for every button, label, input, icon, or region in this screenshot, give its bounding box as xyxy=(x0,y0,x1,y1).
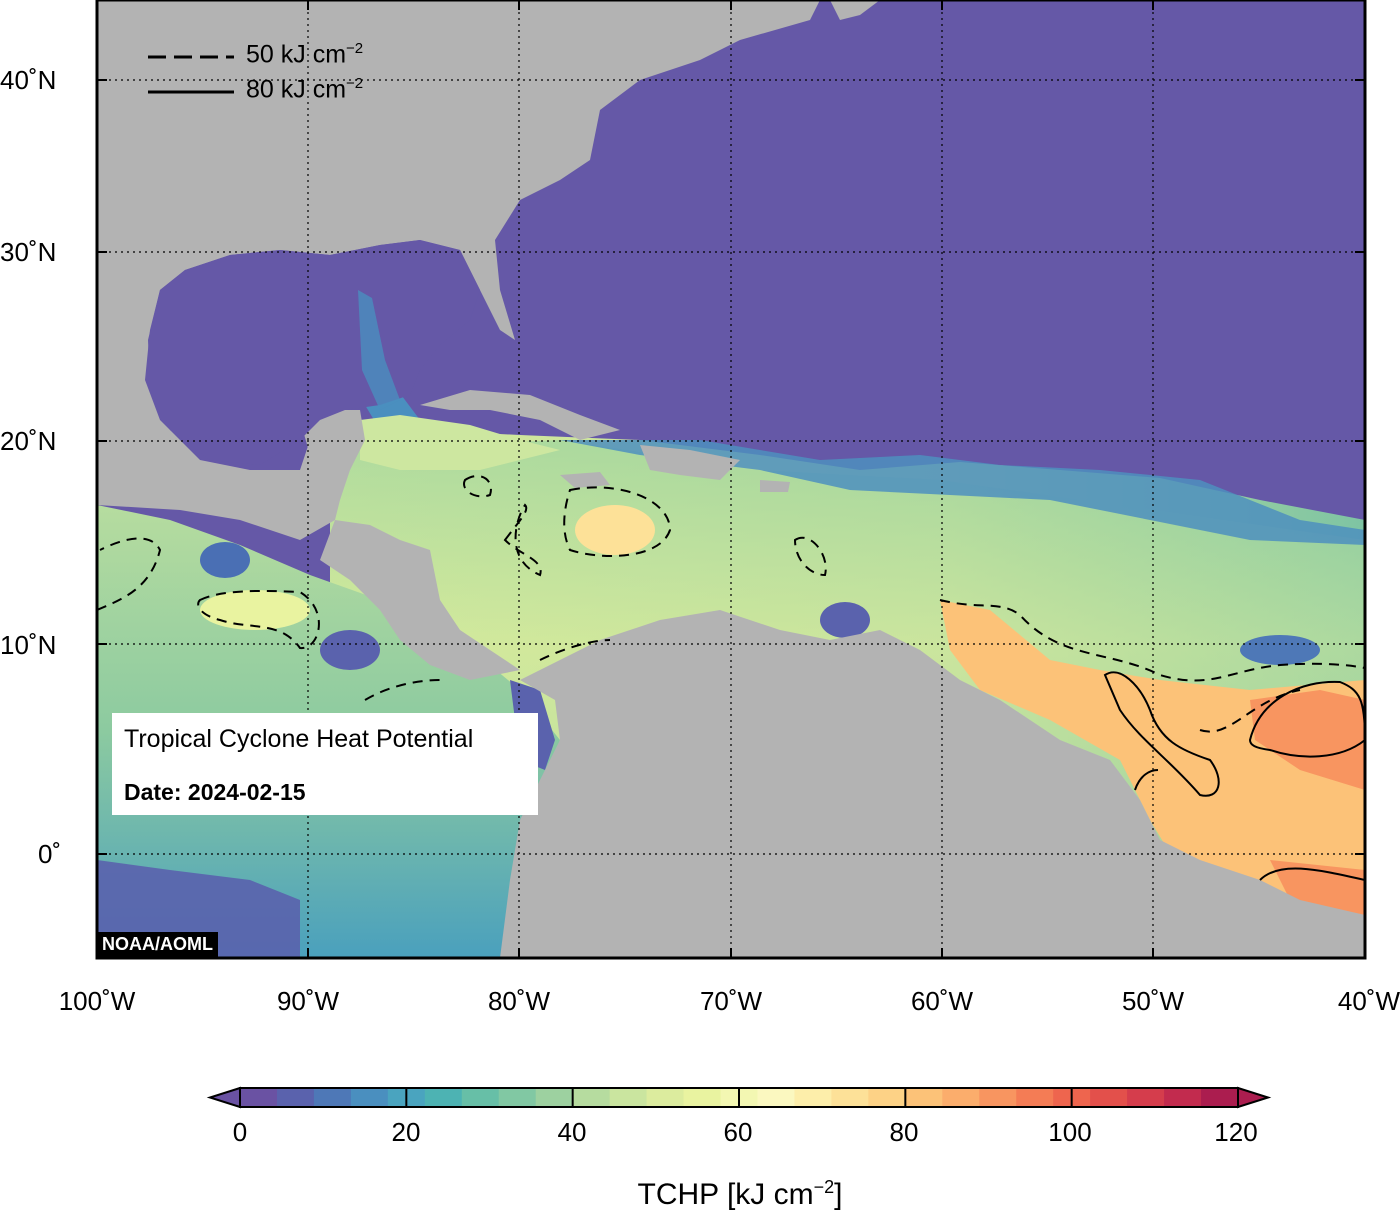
lon-label-80w: 80˚W xyxy=(487,986,551,1016)
land xyxy=(97,0,1365,958)
colorbar-bin xyxy=(868,1088,906,1107)
yucatan-warm-patch xyxy=(360,415,560,470)
gulf-loop-blue xyxy=(358,290,400,410)
lat-label-20n: 20˚N xyxy=(0,426,57,456)
title-box: Tropical Cyclone Heat Potential Date: 20… xyxy=(112,713,538,815)
colorbar-bin xyxy=(350,1088,389,1107)
colorbar-bin xyxy=(794,1088,832,1107)
lon-label-40w: 40˚W xyxy=(1337,986,1400,1016)
amazon-hot-core xyxy=(1270,860,1365,915)
cb-tick-20: 20 xyxy=(391,1117,421,1147)
land-puerto-rico xyxy=(760,480,790,492)
land-south-america xyxy=(500,610,1365,958)
axis-ticks xyxy=(97,0,1365,958)
colorbar-bin xyxy=(276,1088,315,1107)
colorbar xyxy=(206,1086,1272,1109)
colorbar-bin xyxy=(905,1088,943,1107)
contours xyxy=(97,475,1365,881)
colorbar-bin xyxy=(424,1088,463,1107)
cb-tick-120: 120 xyxy=(1214,1117,1258,1147)
legend-label-80: 80 kJ cm−2 xyxy=(246,75,364,104)
map-title: Tropical Cyclone Heat Potential xyxy=(124,725,474,753)
lon-label-60w: 60˚W xyxy=(910,986,974,1016)
lon-label-90w: 90˚W xyxy=(276,986,340,1016)
colorbar-bin xyxy=(1164,1088,1202,1107)
colorbar-bin xyxy=(461,1088,500,1107)
colorbar-bin xyxy=(1127,1088,1165,1107)
pacific-light-spot xyxy=(200,590,310,630)
land-hispaniola xyxy=(640,445,740,480)
colorbar-bin xyxy=(572,1088,611,1107)
cb-tick-40: 40 xyxy=(557,1117,587,1147)
colorbar-bin xyxy=(1090,1088,1128,1107)
lon-label-100w: 100˚W xyxy=(58,986,136,1016)
colorbar-bin xyxy=(240,1088,278,1107)
cb-tick-100: 100 xyxy=(1048,1117,1092,1147)
colorbar-bin xyxy=(535,1088,574,1107)
contour-80-solid xyxy=(1103,671,1220,797)
gulf-of-mexico xyxy=(148,240,480,465)
atlantic-transition-zone xyxy=(560,440,1365,545)
east-caribbean-dark-spot xyxy=(820,602,870,638)
cb-tick-60: 60 xyxy=(723,1117,753,1147)
contour-50-dashed-3 xyxy=(97,537,162,611)
lat-label-10n: 10˚N xyxy=(0,630,57,660)
lat-label-30n: 30˚N xyxy=(0,237,57,267)
colorbar-bin xyxy=(646,1088,685,1107)
pacific-dark-spot-1 xyxy=(320,630,380,670)
land-nova-scotia xyxy=(830,0,880,20)
colorbar-bin xyxy=(609,1088,648,1107)
contour-50-dashed-10 xyxy=(539,639,611,661)
land-cuba xyxy=(420,390,620,440)
lat-label-40n: 40˚N xyxy=(0,65,57,95)
colorbar-bin xyxy=(1016,1088,1054,1107)
contour-50-dashed xyxy=(939,599,1365,682)
lat-label-0: 0˚ xyxy=(38,839,62,869)
land-north-america xyxy=(97,0,820,540)
map-date: Date: 2024-02-15 xyxy=(124,779,306,805)
lon-label-70w: 70˚W xyxy=(699,986,763,1016)
colorbar-bin xyxy=(831,1088,869,1107)
east-atl-blue-spot xyxy=(1240,635,1320,665)
colorbar-max-arrow xyxy=(1237,1086,1272,1109)
colorbar-min-arrow xyxy=(206,1086,241,1109)
colorbar-bin xyxy=(683,1088,722,1107)
cb-tick-0: 0 xyxy=(232,1117,248,1147)
caribbean-warm-spot xyxy=(575,505,655,555)
colorbar-bin xyxy=(757,1088,795,1107)
contour-50-dashed-7 xyxy=(793,536,827,577)
guiana-hot-core xyxy=(1250,690,1365,790)
colorbar-bin xyxy=(1201,1088,1239,1107)
colorbar-bin xyxy=(498,1088,537,1107)
legend-label-50: 50 kJ cm−2 xyxy=(246,40,364,69)
credit-badge: NOAA/AOML xyxy=(97,932,218,957)
contour-50-dashed-4 xyxy=(197,589,320,650)
colorbar-bin xyxy=(313,1088,352,1107)
contour-50-dashed-8 xyxy=(463,475,492,498)
land-jamaica xyxy=(560,472,610,488)
land-central-america xyxy=(320,520,520,680)
pacific-dark-spot-2 xyxy=(200,542,250,578)
cb-tick-80: 80 xyxy=(889,1117,919,1147)
colorbar-bin xyxy=(979,1088,1017,1107)
lon-label-50w: 50˚W xyxy=(1121,986,1185,1016)
colorbar-label: TCHP [kJ cm−2] xyxy=(637,1177,843,1211)
colorbar-bin xyxy=(942,1088,980,1107)
contour-80-solid-3 xyxy=(1259,867,1365,881)
contour-80-solid-4 xyxy=(1134,769,1159,791)
land-yucatan xyxy=(300,410,365,470)
contour-50-dashed-9 xyxy=(364,679,441,701)
map-panel xyxy=(97,0,1365,958)
contour-50-dashed-6 xyxy=(503,503,542,577)
guiana-warm-pool xyxy=(940,600,1365,930)
